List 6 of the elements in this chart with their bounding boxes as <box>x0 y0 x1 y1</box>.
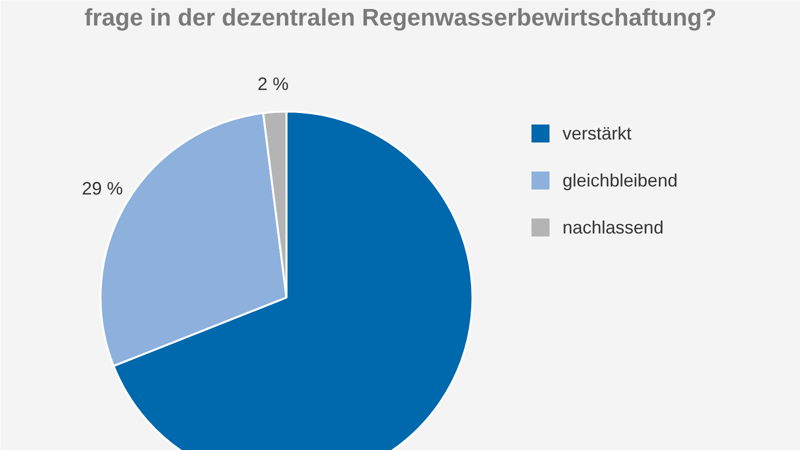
data-label: 2 % <box>258 74 289 94</box>
legend-label: verstärkt <box>562 124 632 144</box>
legend-label: nachlassend <box>562 218 664 238</box>
data-label: 29 % <box>82 178 123 199</box>
chart-title: frage in der dezentralen Regenwasserbewirtschaftung? <box>84 4 717 32</box>
legend-label: gleichbleibend <box>562 170 678 190</box>
